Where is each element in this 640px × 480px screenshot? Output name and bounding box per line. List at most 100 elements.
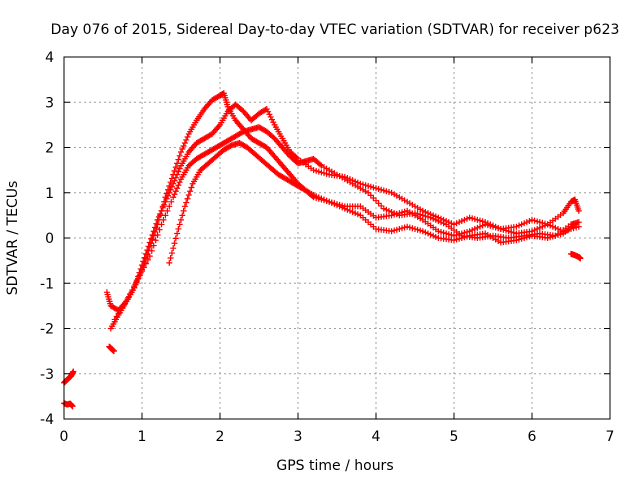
data-point (184, 195, 191, 202)
data-point (174, 160, 181, 167)
data-point (170, 194, 177, 201)
data-point (163, 195, 170, 202)
data-point (171, 167, 178, 174)
data-point (162, 198, 169, 205)
data-point (167, 254, 174, 261)
y-tick-label: 3 (45, 95, 54, 111)
data-point (175, 168, 182, 175)
x-tick-label: 3 (294, 429, 303, 445)
data-point (117, 307, 124, 314)
data-point (168, 250, 175, 257)
data-point (153, 220, 160, 227)
data-point (125, 294, 132, 301)
data-point (178, 216, 184, 223)
y-tick-label: 0 (45, 231, 54, 247)
data-point (269, 116, 275, 123)
series-late-cluster (568, 250, 584, 262)
x-tick-label: 0 (60, 429, 69, 445)
data-point (176, 165, 183, 172)
data-point (139, 268, 145, 275)
series-track-1 (103, 90, 582, 314)
data-point (184, 133, 191, 140)
data-point (549, 233, 556, 240)
data-point (150, 242, 157, 249)
x-tick-label: 7 (606, 429, 615, 445)
x-tick-label: 4 (372, 429, 381, 445)
series-early-cluster-a (61, 368, 77, 386)
data-point (127, 290, 134, 297)
data-point (180, 207, 187, 214)
data-point (166, 203, 173, 210)
data-point (181, 203, 188, 210)
data-point (157, 210, 164, 217)
data-point (172, 235, 179, 242)
data-point (69, 403, 76, 410)
data-point (183, 199, 190, 206)
series-track-4 (166, 139, 578, 266)
data-point (161, 201, 168, 208)
data-point (174, 230, 181, 237)
data-point (175, 156, 182, 163)
data-point (171, 191, 178, 198)
data-point (149, 231, 156, 238)
chart-title: Day 076 of 2015, Sidereal Day-to-day VTE… (51, 22, 620, 38)
data-point (137, 271, 144, 278)
data-point (536, 224, 543, 231)
data-point (123, 298, 130, 305)
data-point (172, 174, 179, 181)
data-point (181, 139, 188, 146)
x-tick-label: 5 (450, 429, 459, 445)
data-point (70, 368, 77, 375)
y-tick-label: 4 (45, 50, 54, 66)
data-point (152, 224, 158, 231)
data-point (185, 192, 192, 199)
data-point (270, 119, 277, 126)
data-point (160, 216, 167, 223)
data-point (174, 171, 181, 178)
data-point (263, 106, 270, 113)
data-point (557, 231, 564, 238)
data-point (176, 221, 183, 228)
data-point (135, 275, 142, 282)
data-point (188, 184, 195, 191)
data-point (146, 239, 153, 246)
y-axis-label: SDTVAR / TECUs (5, 181, 21, 296)
data-point (148, 235, 155, 242)
data-point (115, 310, 122, 317)
data-point (523, 234, 530, 241)
data-point (187, 188, 194, 195)
data-point (174, 185, 181, 192)
data-point (317, 161, 324, 168)
data-point (544, 221, 551, 228)
series-early-cluster-b (61, 400, 76, 410)
data-point (175, 182, 182, 189)
data-point (575, 207, 582, 214)
data-point (159, 204, 166, 211)
data-point (111, 316, 118, 323)
data-point (121, 301, 128, 308)
data-point (158, 221, 165, 228)
data-point (180, 142, 187, 149)
data-point (167, 186, 174, 193)
data-point (531, 217, 538, 224)
data-point (170, 180, 177, 187)
data-point (131, 283, 138, 290)
data-point (142, 260, 149, 267)
data-point (166, 259, 173, 266)
data-point (179, 212, 186, 219)
data-point (175, 225, 182, 232)
data-point (171, 177, 178, 184)
data-point (164, 207, 171, 214)
data-point (152, 237, 159, 244)
grid (64, 57, 610, 419)
data-point (146, 253, 153, 260)
data-point (156, 226, 163, 233)
x-tick-label: 1 (138, 429, 147, 445)
series-early-cluster-c (106, 343, 117, 355)
data-point (523, 219, 530, 226)
data-point (113, 313, 120, 320)
data-point (144, 247, 151, 254)
y-tick-label: -2 (40, 322, 54, 338)
data-points (61, 90, 584, 410)
